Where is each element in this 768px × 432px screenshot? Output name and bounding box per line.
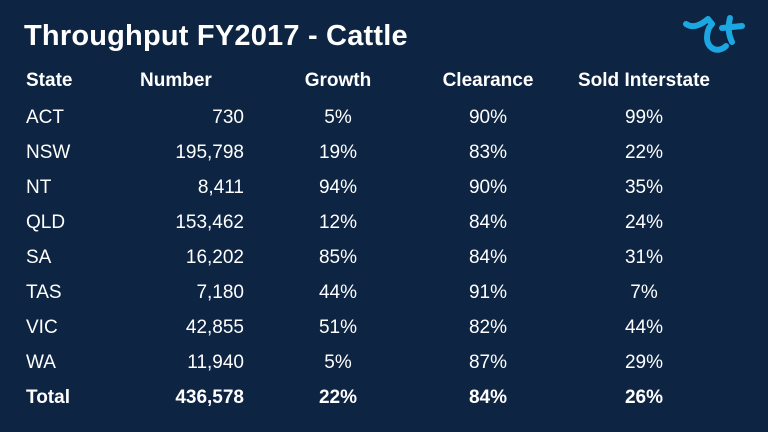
table-cell-sold-interstate: 22%	[624, 142, 664, 163]
total-cell-state: Total	[26, 387, 70, 408]
total-cell-clearance: 84%	[468, 387, 508, 408]
table-cell-state: ACT	[26, 107, 64, 128]
table-cell-state: NSW	[26, 142, 71, 163]
table-cell-sold-interstate: 29%	[624, 352, 664, 373]
total-cell-growth: 22%	[318, 387, 358, 408]
table-cell-state: TAS	[26, 282, 62, 303]
table-cell-state: NT	[26, 177, 52, 198]
table-cell-growth: 12%	[318, 212, 358, 233]
tf-logo-icon	[683, 15, 745, 53]
table-cell-growth: 19%	[318, 142, 358, 163]
table-cell-state: SA	[26, 247, 52, 268]
table-cell-state: WA	[26, 352, 56, 373]
table-cell-number: 153,462	[175, 212, 244, 233]
table-cell-growth: 5%	[324, 107, 352, 128]
table-cell-clearance: 84%	[468, 212, 508, 233]
table-cell-clearance: 84%	[468, 247, 508, 268]
table-cell-growth: 5%	[324, 352, 352, 373]
table-cell-number: 195,798	[175, 142, 244, 163]
table-cell-sold-interstate: 7%	[630, 282, 658, 303]
column-header-state: State	[26, 70, 73, 91]
table-cell-state: VIC	[26, 317, 58, 338]
table-cell-number: 7,180	[196, 282, 244, 303]
table-cell-clearance: 83%	[468, 142, 508, 163]
table-cell-clearance: 87%	[468, 352, 508, 373]
table-cell-sold-interstate: 44%	[624, 317, 664, 338]
table-cell-state: QLD	[26, 212, 66, 233]
total-cell-number: 436,578	[175, 387, 244, 408]
table-cell-clearance: 82%	[468, 317, 508, 338]
table-cell-growth: 94%	[318, 177, 358, 198]
table-cell-growth: 51%	[318, 317, 358, 338]
table-cell-sold-interstate: 24%	[624, 212, 664, 233]
table-cell-number: 730	[212, 107, 244, 128]
column-header-growth: Growth	[304, 70, 372, 91]
table-cell-clearance: 90%	[468, 177, 508, 198]
column-header-sold-interstate: Sold Interstate	[578, 70, 710, 91]
table-cell-sold-interstate: 35%	[624, 177, 664, 198]
total-cell-sold-interstate: 26%	[624, 387, 664, 408]
table-cell-growth: 44%	[318, 282, 358, 303]
table-cell-number: 42,855	[185, 317, 244, 338]
table-cell-growth: 85%	[318, 247, 358, 268]
column-header-clearance: Clearance	[442, 70, 534, 91]
table-cell-number: 11,940	[187, 352, 244, 373]
table-cell-sold-interstate: 99%	[624, 107, 664, 128]
table-cell-number: 8,411	[197, 177, 244, 198]
table-cell-number: 16,202	[185, 247, 244, 268]
slide-title: Throughput FY2017 - Cattle	[24, 20, 408, 52]
table-cell-sold-interstate: 31%	[624, 247, 664, 268]
table-cell-clearance: 90%	[468, 107, 508, 128]
column-header-number: Number	[140, 70, 212, 91]
table-cell-clearance: 91%	[468, 282, 508, 303]
